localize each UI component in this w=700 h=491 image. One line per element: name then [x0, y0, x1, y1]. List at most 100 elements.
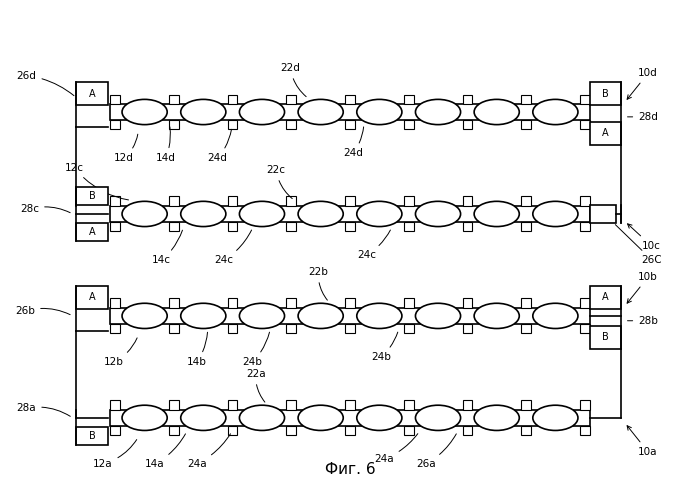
Text: 26a: 26a — [416, 434, 456, 469]
Bar — [345, 426, 355, 436]
Ellipse shape — [239, 99, 284, 125]
Bar — [404, 299, 414, 308]
Bar — [111, 120, 120, 130]
Bar — [404, 95, 414, 104]
Ellipse shape — [416, 405, 461, 431]
Bar — [345, 120, 355, 130]
Bar — [345, 400, 355, 410]
Bar — [522, 196, 531, 206]
Text: 26d: 26d — [17, 71, 74, 96]
Text: 10c: 10c — [628, 224, 661, 250]
Bar — [228, 222, 237, 231]
Text: 24c: 24c — [215, 230, 251, 265]
Ellipse shape — [357, 405, 402, 431]
Text: 24d: 24d — [343, 127, 363, 158]
Ellipse shape — [416, 201, 461, 226]
Text: 24b: 24b — [371, 332, 398, 362]
Bar — [111, 299, 120, 308]
Bar — [580, 299, 589, 308]
Bar — [169, 196, 178, 206]
Text: 28b: 28b — [627, 316, 658, 326]
Text: 12b: 12b — [104, 338, 137, 367]
Text: 14d: 14d — [155, 127, 176, 163]
Bar — [589, 82, 622, 105]
Bar — [522, 400, 531, 410]
Ellipse shape — [122, 303, 167, 328]
Ellipse shape — [181, 201, 226, 226]
Bar — [286, 299, 296, 308]
Bar — [169, 222, 178, 231]
Text: 26b: 26b — [15, 306, 70, 316]
Ellipse shape — [416, 303, 461, 328]
Ellipse shape — [122, 99, 167, 125]
Ellipse shape — [357, 201, 402, 226]
Text: 28c: 28c — [20, 204, 70, 214]
Bar — [580, 95, 589, 104]
Bar — [111, 196, 120, 206]
Bar — [345, 196, 355, 206]
Ellipse shape — [357, 99, 402, 125]
Text: 22a: 22a — [246, 369, 265, 402]
Bar — [169, 400, 178, 410]
Bar — [580, 426, 589, 436]
Bar — [522, 222, 531, 231]
Text: 28a: 28a — [17, 403, 70, 416]
Ellipse shape — [298, 201, 343, 226]
Bar — [580, 196, 589, 206]
Ellipse shape — [298, 303, 343, 328]
Text: 12a: 12a — [93, 439, 136, 469]
Text: B: B — [602, 88, 609, 99]
Bar — [404, 324, 414, 333]
Bar — [169, 299, 178, 308]
Bar — [404, 196, 414, 206]
Bar — [76, 82, 108, 105]
Bar — [286, 400, 296, 410]
Bar — [589, 286, 622, 309]
Text: A: A — [602, 293, 609, 302]
Bar — [76, 187, 108, 205]
Bar — [580, 120, 589, 130]
Text: 14b: 14b — [187, 332, 207, 367]
Bar — [580, 222, 589, 231]
Text: 22d: 22d — [281, 63, 306, 97]
Bar — [463, 120, 473, 130]
Bar — [404, 120, 414, 130]
Bar — [111, 222, 120, 231]
Bar — [111, 410, 589, 426]
Bar — [404, 400, 414, 410]
Ellipse shape — [474, 99, 519, 125]
Text: 12c: 12c — [65, 163, 129, 200]
Bar — [463, 299, 473, 308]
Bar — [404, 222, 414, 231]
Bar — [286, 324, 296, 333]
Ellipse shape — [416, 99, 461, 125]
Bar — [522, 324, 531, 333]
Bar — [228, 400, 237, 410]
Bar — [463, 95, 473, 104]
Ellipse shape — [533, 201, 578, 226]
Bar — [111, 400, 120, 410]
Bar — [286, 120, 296, 130]
Text: B: B — [602, 332, 609, 342]
Bar — [463, 324, 473, 333]
Text: 24c: 24c — [357, 230, 391, 260]
Text: 26C: 26C — [615, 224, 662, 265]
Bar — [111, 308, 589, 324]
Text: 24a: 24a — [374, 434, 418, 464]
Ellipse shape — [298, 99, 343, 125]
Text: 10b: 10b — [627, 272, 658, 303]
Text: 14a: 14a — [145, 434, 186, 469]
Bar — [169, 324, 178, 333]
Bar — [228, 324, 237, 333]
Ellipse shape — [533, 99, 578, 125]
Bar — [580, 400, 589, 410]
Ellipse shape — [181, 303, 226, 328]
Text: 24d: 24d — [208, 129, 232, 163]
Bar — [228, 95, 237, 104]
Text: 10d: 10d — [627, 68, 658, 99]
Bar — [228, 120, 237, 130]
Bar — [463, 426, 473, 436]
Text: B: B — [89, 191, 95, 201]
Bar — [522, 426, 531, 436]
Bar — [345, 95, 355, 104]
